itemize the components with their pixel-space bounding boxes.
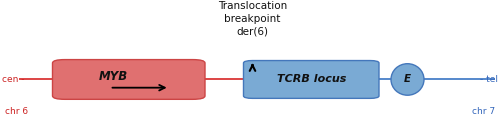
Text: chr 7: chr 7 <box>472 107 495 116</box>
FancyBboxPatch shape <box>52 60 205 99</box>
Text: chr 6: chr 6 <box>5 107 28 116</box>
Text: MYB: MYB <box>99 70 128 83</box>
Text: cen -: cen - <box>2 75 25 84</box>
Text: Translocation
breakpoint
der(6): Translocation breakpoint der(6) <box>218 1 287 36</box>
Ellipse shape <box>391 64 424 95</box>
Text: E: E <box>404 75 411 84</box>
Text: - tel: - tel <box>480 75 498 84</box>
FancyBboxPatch shape <box>244 61 379 98</box>
Text: TCRB locus: TCRB locus <box>276 75 346 84</box>
